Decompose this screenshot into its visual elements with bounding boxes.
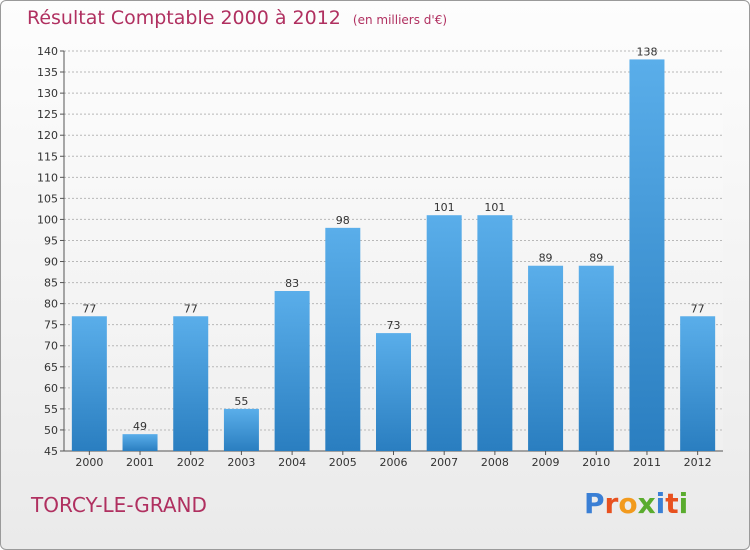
data-label: 98 xyxy=(336,214,350,227)
y-tick-label: 95 xyxy=(44,234,58,247)
logo-letter: t xyxy=(665,487,679,520)
data-label: 49 xyxy=(133,420,147,433)
x-tick-label: 2011 xyxy=(633,456,661,469)
logo-letter: r xyxy=(604,487,619,520)
y-tick-label: 105 xyxy=(37,192,58,205)
chart-title-main: Résultat Comptable 2000 à 2012 xyxy=(27,7,341,29)
y-tick-label: 100 xyxy=(37,213,58,226)
data-label: 55 xyxy=(234,395,248,408)
y-tick-label: 120 xyxy=(37,129,58,142)
y-tick-label: 85 xyxy=(44,277,58,290)
data-label: 77 xyxy=(82,302,96,315)
y-tick-label: 60 xyxy=(44,382,58,395)
y-tick-label: 50 xyxy=(44,424,58,437)
y-tick-label: 45 xyxy=(44,445,58,458)
data-label: 77 xyxy=(184,302,198,315)
logo-letter: i xyxy=(655,487,666,520)
x-tick-label: 2001 xyxy=(126,456,154,469)
bar-2000 xyxy=(71,316,107,451)
bar-2002 xyxy=(173,316,209,451)
logo-letter: P xyxy=(584,487,605,520)
bar-2009 xyxy=(528,265,564,451)
y-tick-label: 125 xyxy=(37,108,58,121)
y-tick-label: 130 xyxy=(37,87,58,100)
x-tick-label: 2004 xyxy=(278,456,306,469)
x-tick-label: 2012 xyxy=(684,456,712,469)
x-tick-label: 2000 xyxy=(75,456,103,469)
bar-2012 xyxy=(680,316,716,451)
x-tick-label: 2006 xyxy=(380,456,408,469)
bar-2006 xyxy=(376,333,411,451)
x-tick-label: 2002 xyxy=(177,456,205,469)
logo-letter: x xyxy=(637,487,656,520)
y-tick-label: 115 xyxy=(37,150,58,163)
bar-2010 xyxy=(578,265,614,451)
bar-2004 xyxy=(274,291,310,451)
y-tick-label: 135 xyxy=(37,66,58,79)
bar-2003 xyxy=(223,408,259,451)
data-label: 138 xyxy=(636,45,657,58)
y-tick-label: 75 xyxy=(44,319,58,332)
data-label: 89 xyxy=(539,252,553,265)
chart-title: Résultat Comptable 2000 à 2012 (en millie… xyxy=(27,7,447,29)
y-tick-label: 140 xyxy=(37,45,58,58)
logo-letter: o xyxy=(618,487,638,520)
x-tick-label: 2010 xyxy=(582,456,610,469)
y-tick-label: 70 xyxy=(44,340,58,353)
bar-2007 xyxy=(426,215,462,451)
data-label: 89 xyxy=(589,252,603,265)
bar-2008 xyxy=(477,215,513,451)
y-tick-label: 110 xyxy=(37,171,58,184)
y-tick-label: 65 xyxy=(44,361,58,374)
proxiti-logo: Proxiti xyxy=(584,487,688,520)
data-label: 101 xyxy=(434,201,455,214)
data-label: 83 xyxy=(285,277,299,290)
bar-2001 xyxy=(122,434,158,451)
x-tick-label: 2003 xyxy=(227,456,255,469)
y-tick-label: 90 xyxy=(44,256,58,269)
logo-letter: i xyxy=(678,487,689,520)
y-tick-label: 55 xyxy=(44,403,58,416)
x-tick-label: 2007 xyxy=(430,456,458,469)
data-label: 77 xyxy=(691,302,705,315)
chart-title-unit: (en milliers d'€) xyxy=(352,13,448,27)
data-label: 73 xyxy=(387,319,401,332)
bar-2011 xyxy=(629,59,665,451)
x-tick-label: 2009 xyxy=(532,456,560,469)
x-tick-label: 2008 xyxy=(481,456,509,469)
x-tick-label: 2005 xyxy=(329,456,357,469)
data-label: 101 xyxy=(484,201,505,214)
y-tick-label: 80 xyxy=(44,298,58,311)
bar-2005 xyxy=(325,227,361,451)
place-name: TORCY-LE-GRAND xyxy=(31,493,207,517)
